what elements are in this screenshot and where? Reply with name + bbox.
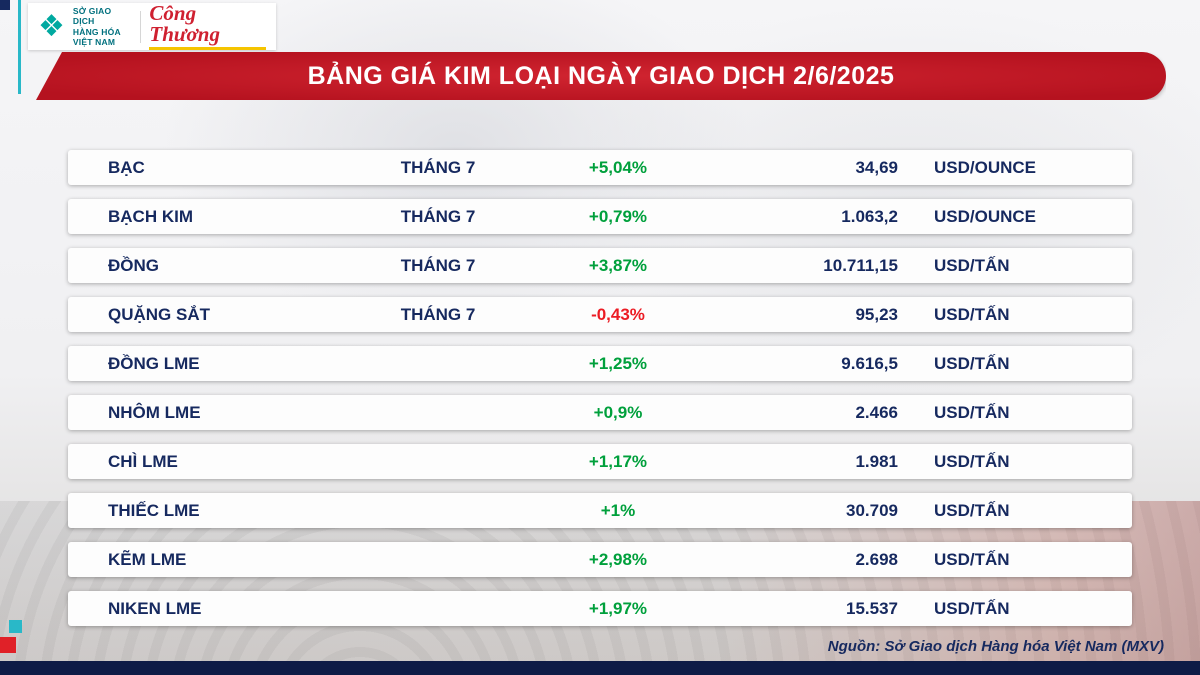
- price-value: 2.698: [855, 549, 898, 569]
- percent-change: +0,9%: [593, 402, 643, 422]
- price-value: 1.063,2: [841, 206, 898, 226]
- price-unit: USD/TẤN: [934, 304, 1010, 324]
- percent-change: +0,79%: [588, 206, 648, 226]
- page-title: BẢNG GIÁ KIM LOẠI NGÀY GIAO DỊCH 2/6/202…: [307, 61, 895, 90]
- commodity-name: QUẶNG SẮT: [108, 304, 210, 324]
- commodity-name: NIKEN LME: [108, 598, 202, 618]
- price-unit: USD/TẤN: [934, 598, 1010, 618]
- table-row: BẠCH KIM THÁNG 7 +0,79% 1.063,2 USD/OUNC…: [68, 199, 1132, 234]
- price-value: 15.537: [846, 598, 898, 618]
- mxv-org-name: SỞ GIAO DỊCH HÀNG HÓA VIỆT NAM: [73, 6, 133, 47]
- table-row: THIẾC LME +1% 30.709 USD/TẤN: [68, 493, 1132, 528]
- price-value: 1.981: [855, 451, 898, 471]
- commodity-name: ĐỒNG LME: [108, 353, 200, 373]
- price-value: 10.711,15: [823, 255, 898, 275]
- price-value: 2.466: [855, 402, 898, 422]
- org-line3: VIỆT NAM: [72, 36, 116, 47]
- price-value: 30.709: [846, 500, 898, 520]
- percent-change: +5,04%: [588, 157, 648, 177]
- table-row: ĐỒNG THÁNG 7 +3,87% 10.711,15 USD/TẤN: [68, 248, 1132, 283]
- price-value: 34,69: [855, 157, 898, 177]
- price-unit: USD/TẤN: [934, 451, 1010, 471]
- commodity-name: CHÌ LME: [108, 451, 178, 471]
- table-row: QUẶNG SẮT THÁNG 7 -0,43% 95,23 USD/TẤN: [68, 297, 1132, 332]
- commodity-name: THIẾC LME: [108, 500, 200, 520]
- price-table: BẠC THÁNG 7 +5,04% 34,69 USD/OUNCE BẠCH …: [68, 150, 1132, 640]
- cong-thuong-logo: Công Thương: [149, 3, 266, 50]
- commodity-name: BẠCH KIM: [108, 206, 193, 226]
- table-row: NIKEN LME +1,97% 15.537 USD/TẤN: [68, 591, 1132, 626]
- price-unit: USD/TẤN: [934, 500, 1010, 520]
- commodity-name: BẠC: [108, 157, 145, 177]
- bottom-navy-bar: [0, 661, 1200, 675]
- price-value: 95,23: [855, 304, 898, 324]
- table-row: NHÔM LME +0,9% 2.466 USD/TẤN: [68, 395, 1132, 430]
- commodity-name: NHÔM LME: [108, 402, 201, 422]
- contract-month: THÁNG 7: [400, 206, 476, 226]
- price-unit: USD/TẤN: [934, 402, 1010, 422]
- commodity-name: ĐỒNG: [108, 255, 159, 275]
- percent-change: +2,98%: [588, 549, 648, 569]
- decor-navy-square: [0, 0, 10, 10]
- decor-teal-line: [18, 0, 21, 94]
- contract-month: THÁNG 7: [400, 304, 476, 324]
- table-row: CHÌ LME +1,17% 1.981 USD/TẤN: [68, 444, 1132, 479]
- percent-change: -0,43%: [591, 304, 645, 324]
- price-unit: USD/TẤN: [934, 353, 1010, 373]
- org-line2: HÀNG HÓA: [72, 26, 121, 37]
- price-unit: USD/OUNCE: [934, 206, 1037, 226]
- table-row: BẠC THÁNG 7 +5,04% 34,69 USD/OUNCE: [68, 150, 1132, 185]
- decor-red-square: [0, 637, 16, 653]
- source-credit: Nguồn: Sở Giao dịch Hàng hóa Việt Nam (M…: [827, 638, 1164, 655]
- table-row: ĐỒNG LME +1,25% 9.616,5 USD/TẤN: [68, 346, 1132, 381]
- logo-box: ❖ SỞ GIAO DỊCH HÀNG HÓA VIỆT NAM Công Th…: [28, 3, 276, 50]
- decor-cyan-square: [9, 620, 22, 633]
- title-banner: BẢNG GIÁ KIM LOẠI NGÀY GIAO DỊCH 2/6/202…: [36, 52, 1166, 100]
- percent-change: +3,87%: [588, 255, 648, 275]
- price-unit: USD/TẤN: [934, 549, 1010, 569]
- contract-month: THÁNG 7: [400, 255, 476, 275]
- percent-change: +1%: [600, 500, 636, 520]
- percent-change: +1,17%: [588, 451, 648, 471]
- contract-month: THÁNG 7: [400, 157, 476, 177]
- logo-divider: [140, 10, 142, 43]
- percent-change: +1,25%: [588, 353, 648, 373]
- price-unit: USD/TẤN: [934, 255, 1010, 275]
- percent-change: +1,97%: [588, 598, 648, 618]
- table-row: KẼM LME +2,98% 2.698 USD/TẤN: [68, 542, 1132, 577]
- org-line1: SỞ GIAO DỊCH: [72, 6, 112, 27]
- price-unit: USD/OUNCE: [934, 157, 1037, 177]
- price-value: 9.616,5: [841, 353, 898, 373]
- mxv-diamond-icon: ❖: [38, 9, 65, 43]
- commodity-name: KẼM LME: [108, 549, 187, 569]
